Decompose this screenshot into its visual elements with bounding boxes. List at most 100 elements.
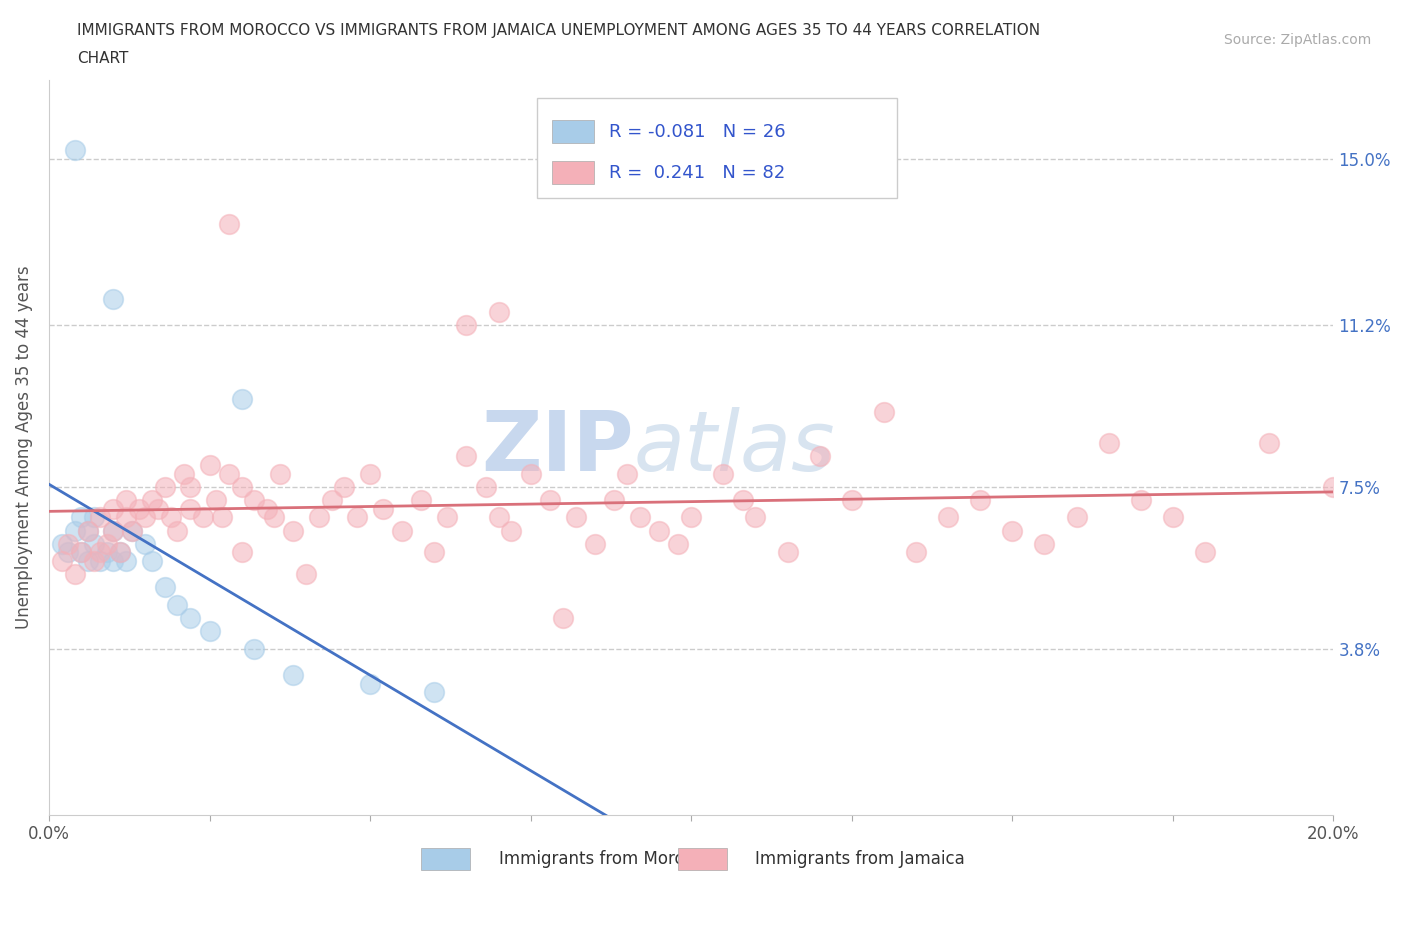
Point [333, 479, 356, 494]
Point [551, 611, 574, 626]
Point [108, 545, 131, 560]
Point [1322, 479, 1344, 494]
Point [359, 676, 381, 691]
Point [166, 597, 188, 612]
Point [121, 523, 143, 538]
Point [231, 479, 253, 494]
FancyBboxPatch shape [537, 99, 897, 198]
Text: R =  0.241   N = 82: R = 0.241 N = 82 [609, 164, 785, 181]
Point [96, 537, 118, 551]
Point [231, 545, 253, 560]
Point [83, 537, 105, 551]
Point [936, 510, 959, 525]
Point [173, 466, 195, 481]
Point [808, 449, 831, 464]
Point [583, 537, 606, 551]
Point [70, 545, 93, 560]
Text: Immigrants from Jamaica: Immigrants from Jamaica [755, 850, 965, 868]
Point [519, 466, 541, 481]
Point [616, 466, 638, 481]
Point [103, 523, 125, 538]
Point [456, 317, 478, 332]
Point [969, 493, 991, 508]
Point [70, 545, 93, 560]
Point [648, 523, 671, 538]
Point [160, 510, 183, 525]
Point [70, 510, 93, 525]
Point [666, 537, 689, 551]
Point [218, 217, 240, 232]
Point [134, 510, 156, 525]
Text: Immigrants from Morocco: Immigrants from Morocco [499, 850, 713, 868]
FancyBboxPatch shape [678, 848, 727, 870]
Point [134, 537, 156, 551]
FancyBboxPatch shape [422, 848, 470, 870]
Point [1033, 537, 1056, 551]
Point [1001, 523, 1024, 538]
Point [51, 537, 73, 551]
Point [488, 510, 510, 525]
Point [179, 501, 201, 516]
Point [873, 405, 896, 420]
Point [108, 545, 131, 560]
Point [103, 291, 125, 306]
Point [269, 466, 291, 481]
Point [76, 553, 98, 568]
Point [423, 684, 446, 699]
Point [711, 466, 734, 481]
Point [58, 545, 80, 560]
Point [346, 510, 368, 525]
Point [564, 510, 586, 525]
Point [1129, 493, 1152, 508]
Point [1097, 435, 1119, 450]
Point [359, 466, 381, 481]
Text: Source: ZipAtlas.com: Source: ZipAtlas.com [1223, 33, 1371, 46]
Point [115, 553, 138, 568]
Point [436, 510, 458, 525]
Point [744, 510, 766, 525]
Point [456, 449, 478, 464]
Point [146, 501, 169, 516]
Point [391, 523, 413, 538]
Point [256, 501, 278, 516]
Point [1194, 545, 1216, 560]
Point [115, 510, 138, 525]
Point [218, 466, 240, 481]
Point [179, 479, 201, 494]
Point [205, 493, 228, 508]
FancyBboxPatch shape [553, 161, 593, 184]
Point [89, 545, 111, 560]
Point [89, 510, 111, 525]
Point [179, 611, 201, 626]
FancyBboxPatch shape [553, 120, 593, 143]
Point [1161, 510, 1184, 525]
Point [263, 510, 285, 525]
Point [153, 479, 176, 494]
Point [371, 501, 394, 516]
Point [76, 523, 98, 538]
Point [731, 493, 754, 508]
Point [243, 641, 266, 656]
Point [841, 493, 863, 508]
Point [153, 580, 176, 595]
Point [128, 501, 150, 516]
Point [103, 553, 125, 568]
Point [198, 624, 221, 639]
Point [1258, 435, 1281, 450]
Point [488, 304, 510, 319]
Point [63, 523, 86, 538]
Point [681, 510, 703, 525]
Point [308, 510, 330, 525]
Point [423, 545, 446, 560]
Point [231, 392, 253, 406]
Point [603, 493, 626, 508]
Point [83, 510, 105, 525]
Point [474, 479, 496, 494]
Point [538, 493, 561, 508]
Point [501, 523, 523, 538]
Point [281, 523, 304, 538]
Point [58, 537, 80, 551]
Point [281, 668, 304, 683]
Point [904, 545, 927, 560]
Point [103, 523, 125, 538]
